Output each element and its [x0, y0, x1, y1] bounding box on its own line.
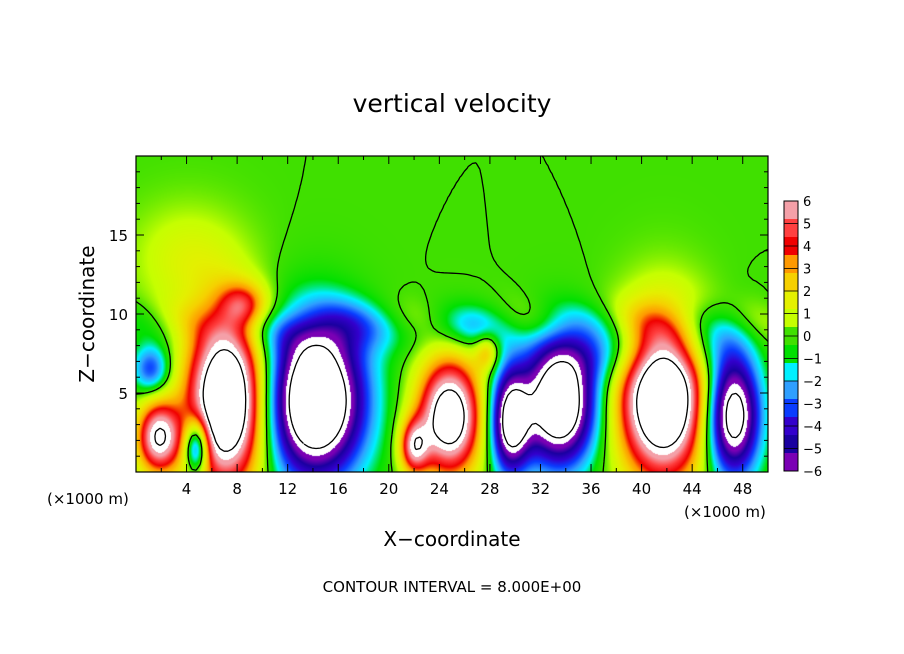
x-tick-label: 16 [329, 480, 348, 498]
x-axis-ticks: 4 8 12 16 20 24 28 32 36 40 44 48 [160, 156, 752, 498]
colorbar-label: 6 [803, 195, 811, 210]
colorbar-label: −5 [803, 443, 822, 458]
x-tick-label: 12 [278, 480, 297, 498]
colorbar-swatch [784, 255, 798, 274]
colorbar-label: −2 [803, 375, 822, 390]
x-tick-label: 28 [480, 480, 499, 498]
colorbar-label: 5 [803, 218, 811, 233]
contour-lines [136, 156, 768, 472]
x-axis-label: X−coordinate [383, 527, 520, 551]
chart-title: vertical velocity [353, 89, 552, 118]
x-unit-left: (×1000 m) [47, 490, 129, 508]
colorbar-swatch [784, 381, 798, 400]
colorbar: 6 5 4 3 2 1 0 −1 −2 −3 −4 −5 −6 [783, 195, 822, 480]
colorbar-swatch [784, 435, 798, 454]
x-tick-label: 32 [531, 480, 550, 498]
colorbar-label: 1 [803, 308, 811, 323]
colorbar-swatch [784, 345, 798, 364]
y-tick-label: 10 [109, 306, 128, 324]
x-tick-label: 44 [683, 480, 702, 498]
contour-negative [288, 344, 745, 450]
y-tick-label: 15 [109, 227, 128, 245]
colorbar-label: −4 [803, 420, 822, 435]
x-tick-label: 24 [430, 480, 449, 498]
x-tick-label: 40 [632, 480, 651, 498]
colorbar-label: 0 [803, 330, 811, 345]
colorbar-swatch [784, 201, 798, 220]
contour-zero [136, 156, 768, 472]
colorbar-swatch [784, 273, 798, 292]
colorbar-label: 4 [803, 240, 811, 255]
x-tick-label: 20 [379, 480, 398, 498]
colorbar-swatch [784, 291, 798, 310]
contour-interval-note: CONTOUR INTERVAL = 8.000E+00 [323, 578, 582, 596]
colorbar-label: −1 [803, 353, 822, 368]
colorbar-swatch [784, 309, 798, 328]
colorbar-label: 2 [803, 285, 811, 300]
colorbar-label: −3 [803, 398, 822, 413]
colorbar-label: 3 [803, 263, 811, 278]
y-tick-label: 5 [118, 385, 128, 403]
x-tick-label: 36 [581, 480, 600, 498]
colorbar-swatch [784, 399, 798, 418]
colorbar-label: −6 [803, 465, 822, 480]
colorbar-swatch [784, 453, 798, 472]
colorbar-swatch [784, 363, 798, 382]
x-unit-right: (×1000 m) [684, 503, 766, 521]
colorbar-swatch [784, 219, 798, 238]
x-tick-label: 8 [232, 480, 242, 498]
y-axis-label: Z−coordinate [75, 245, 99, 382]
x-tick-label: 48 [733, 480, 752, 498]
x-tick-label: 4 [182, 480, 192, 498]
y-axis-ticks: 5 10 15 [109, 171, 768, 457]
velocity-field [136, 156, 768, 472]
contour-positive [154, 348, 689, 452]
